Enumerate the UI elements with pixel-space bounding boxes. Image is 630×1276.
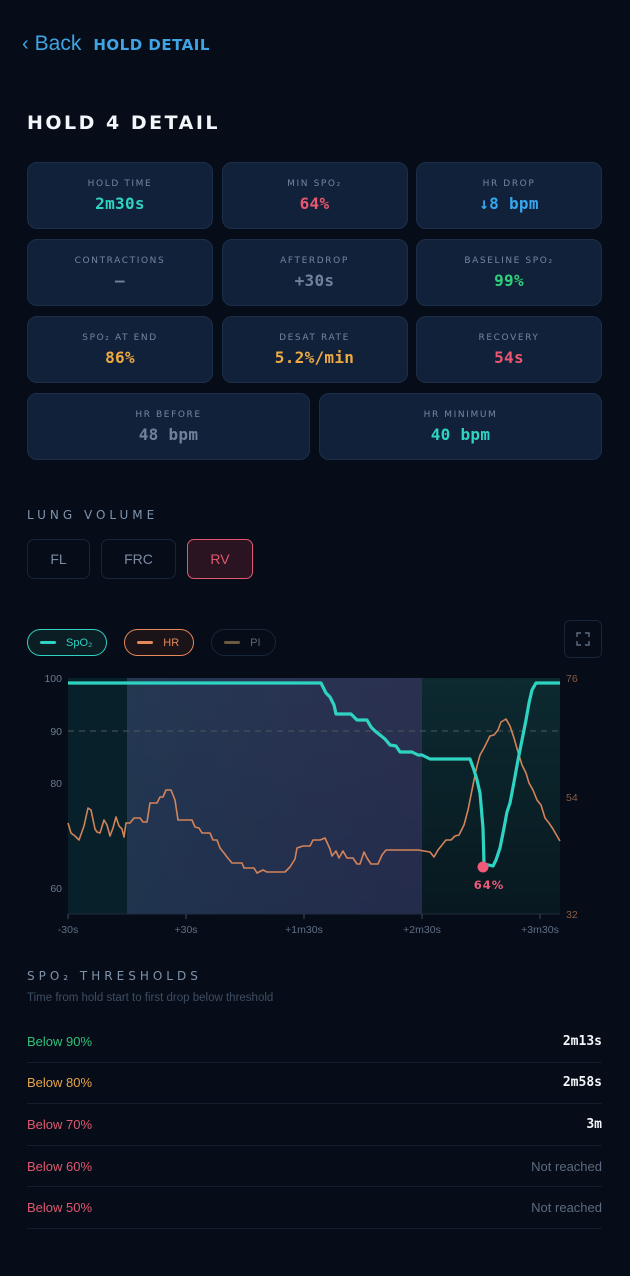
stat-label: SPO₂ AT END [82, 332, 158, 343]
fullscreen-icon [576, 632, 590, 646]
stat-value: 40 bpm [430, 424, 491, 444]
svg-text:+3m30s: +3m30s [521, 924, 559, 936]
svg-text:80: 80 [50, 778, 62, 790]
stat-hold-time: HOLD TIME 2m30s [27, 162, 213, 229]
stat-value: — [115, 270, 125, 290]
svg-text:76: 76 [566, 673, 578, 685]
threshold-row-90: Below 90% 2m13s [27, 1021, 602, 1063]
min-spo2-marker[interactable] [477, 861, 489, 873]
svg-text:100: 100 [44, 673, 62, 685]
stat-recovery: RECOVERY 54s [416, 316, 602, 383]
threshold-value: Not reached [531, 1200, 602, 1216]
stat-value: 99% [494, 270, 524, 290]
chevron-left-icon: ‹ [22, 33, 29, 55]
header-title: HOLD DETAIL [93, 36, 210, 54]
stat-afterdrop: AFTERDROP +30s [221, 239, 408, 306]
legend-label: PI [250, 636, 261, 649]
chart-legend: SpO₂ HR PI [27, 629, 276, 656]
threshold-value: Not reached [531, 1158, 602, 1174]
threshold-label: Below 90% [27, 1033, 93, 1049]
spo2-swatch-icon [40, 641, 56, 644]
lung-option-fl[interactable]: FL [27, 539, 90, 579]
stat-contractions: CONTRACTIONS — [27, 239, 213, 306]
legend-toggle-hr[interactable]: HR [124, 629, 195, 656]
stat-label: HR BEFORE [135, 409, 202, 420]
stat-value: 2m30s [95, 193, 145, 213]
stat-hr-before: HR BEFORE 48 bpm [27, 393, 310, 460]
stat-hr-minimum: HR MINIMUM 40 bpm [319, 393, 602, 460]
threshold-value: 3m [586, 1116, 602, 1132]
svg-text:54: 54 [566, 792, 578, 804]
threshold-label: Below 50% [27, 1200, 93, 1216]
stat-value: 64% [299, 193, 330, 213]
expand-chart-button[interactable] [564, 620, 602, 658]
legend-toggle-pi[interactable]: PI [211, 629, 276, 656]
y-right-axis-labels: 76 54 32 [566, 673, 578, 921]
threshold-label: Below 80% [27, 1075, 93, 1091]
stat-spo2-at-end: SPO₂ AT END 86% [27, 316, 213, 383]
threshold-row-80: Below 80% 2m58s [27, 1063, 602, 1105]
stat-label: DESAT RATE [279, 332, 350, 343]
stat-label: HR DROP [482, 178, 536, 189]
threshold-value: 2m13s [562, 1033, 602, 1049]
stat-label: AFTERDROP [280, 255, 349, 266]
lung-volume-selector: FL FRC RV [27, 539, 253, 579]
y-left-axis-labels: 100 90 80 60 [44, 673, 62, 895]
svg-text:+1m30s: +1m30s [285, 924, 323, 936]
threshold-label: Below 60% [27, 1158, 93, 1174]
threshold-row-70: Below 70% 3m [27, 1104, 602, 1146]
hr-swatch-icon [137, 641, 154, 644]
page-title: HOLD 4 DETAIL [27, 112, 220, 134]
back-button[interactable]: ‹ Back [22, 32, 81, 56]
threshold-row-50: Below 50% Not reached [27, 1187, 602, 1229]
svg-text:+2m30s: +2m30s [403, 924, 441, 936]
stat-value: 5.2%/min [274, 347, 355, 367]
threshold-row-60: Below 60% Not reached [27, 1146, 602, 1188]
spo2-line [68, 681, 560, 868]
stat-label: HOLD TIME [87, 178, 153, 189]
stat-hr-drop: HR DROP ↓8 bpm [416, 162, 602, 229]
threshold-label: Below 70% [27, 1116, 93, 1132]
stat-label: BASELINE SPO₂ [464, 255, 554, 266]
pi-swatch-icon [224, 641, 241, 644]
svg-text:32: 32 [566, 909, 578, 921]
thresholds-subtitle: Time from hold start to first drop below… [27, 992, 274, 1004]
svg-text:-30s: -30s [58, 924, 78, 936]
back-label: Back [34, 32, 82, 55]
stat-label: MIN SPO₂ [287, 178, 342, 189]
x-axis-labels: -30s +30s +1m30s +2m30s +3m30s [58, 924, 559, 936]
lung-volume-label: LUNG VOLUME [27, 508, 159, 522]
stat-value: 86% [105, 347, 135, 367]
pre-hold-region [68, 678, 127, 914]
stat-min-spo2: MIN SPO₂ 64% [221, 162, 408, 229]
stat-value: +30s [294, 270, 335, 290]
stat-desat-rate: DESAT RATE 5.2%/min [221, 316, 408, 383]
lung-option-frc[interactable]: FRC [101, 539, 176, 579]
stat-value: ↓8 bpm [479, 193, 539, 213]
spo2-hr-chart[interactable]: -30s +30s +1m30s +2m30s +3m30s 100 90 80… [0, 665, 630, 945]
recovery-region [422, 678, 560, 914]
stat-value: 48 bpm [138, 424, 199, 444]
hr-line [67, 718, 561, 874]
thresholds-title: SPO₂ THRESHOLDS [27, 969, 202, 983]
stat-baseline-spo2: BASELINE SPO₂ 99% [416, 239, 602, 306]
stat-label: RECOVERY [478, 332, 540, 343]
top-bar: ‹ Back HOLD DETAIL [22, 32, 210, 58]
thresholds-list: Below 90% 2m13s Below 80% 2m58s Below 70… [27, 1021, 602, 1229]
svg-text:+30s: +30s [174, 924, 197, 936]
stat-label: CONTRACTIONS [74, 255, 166, 266]
svg-text:90: 90 [50, 726, 62, 738]
legend-toggle-spo2[interactable]: SpO₂ [27, 629, 108, 656]
svg-text:60: 60 [50, 883, 62, 895]
legend-label: SpO₂ [66, 636, 93, 649]
stats-grid: HOLD TIME 2m30s MIN SPO₂ 64% HR DROP ↓8 bpm… [27, 162, 602, 460]
legend-label: HR [163, 636, 180, 649]
stat-label: HR MINIMUM [423, 409, 498, 420]
threshold-value: 2m58s [562, 1075, 602, 1091]
lung-option-rv[interactable]: RV [187, 539, 253, 579]
x-axis-ticks [67, 914, 541, 919]
min-spo2-label: 64% [474, 878, 505, 892]
stat-value: 54s [494, 347, 524, 367]
